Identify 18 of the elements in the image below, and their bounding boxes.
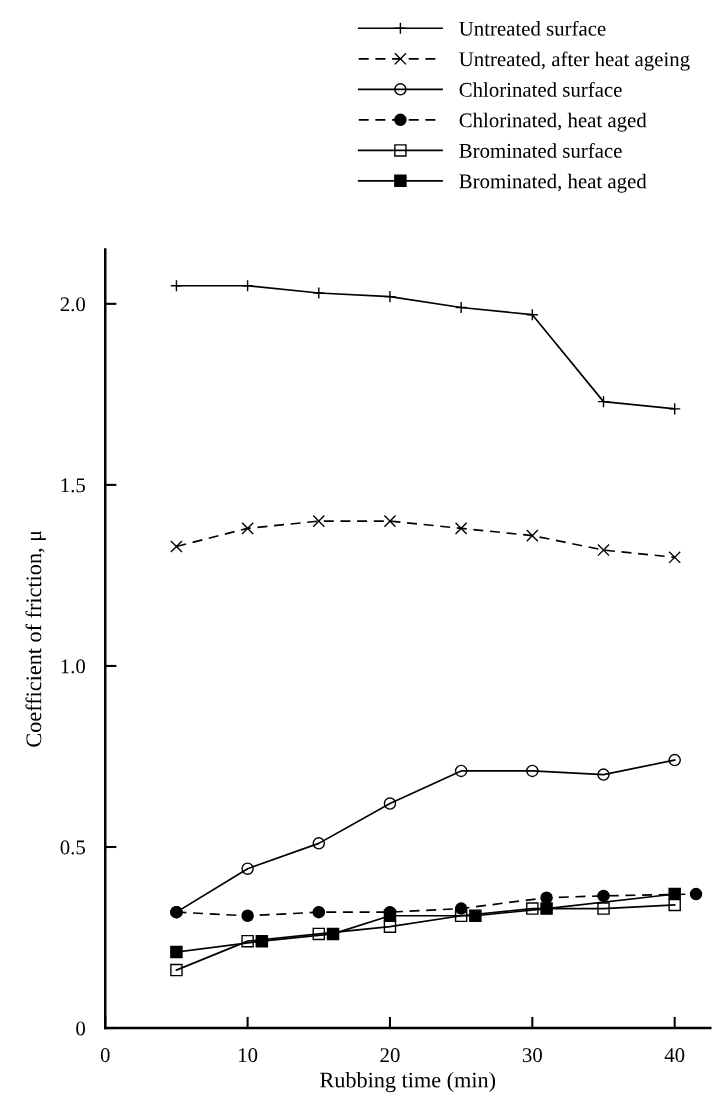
y-tick-label: 1.5 <box>61 478 85 493</box>
legend-label: Chlorinated, heat aged <box>459 112 647 132</box>
y-tick-label: 1.0 <box>61 659 86 674</box>
legend-label: Brominated surface <box>459 143 622 158</box>
legend-label: Brominated, heat aged <box>459 173 647 193</box>
x-axis-title: Rubbing time (min) <box>320 1071 496 1093</box>
legend-label: Chlorinated surface <box>459 81 622 97</box>
y-tick-label: 0 <box>76 1021 86 1036</box>
x-tick-label: 40 <box>664 1048 685 1063</box>
y-tick-label: 0.5 <box>60 840 85 855</box>
x-tick-label: 10 <box>239 1048 258 1063</box>
x-tick-label: 0 <box>100 1048 110 1063</box>
y-tick-label: 2.0 <box>60 297 86 312</box>
x-tick-label: 30 <box>522 1048 542 1063</box>
legend-label: Untreated surface <box>459 20 606 36</box>
legend-label: Untreated, after heat ageing <box>459 51 690 71</box>
x-tick-label: 20 <box>380 1048 400 1063</box>
y-axis-title: Coefficient of friction, μ <box>25 530 46 747</box>
